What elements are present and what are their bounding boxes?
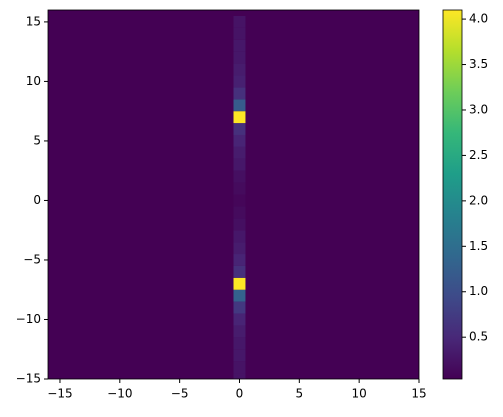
x-tick-label: −10 xyxy=(107,387,132,401)
x-tick-label: −15 xyxy=(47,387,72,401)
heat-cell xyxy=(233,325,246,338)
colorbar xyxy=(442,9,463,380)
heat-cell xyxy=(233,337,246,350)
heat-cell xyxy=(233,230,246,243)
heat-cell xyxy=(233,289,246,302)
heat-cell xyxy=(233,265,246,278)
heat-cell xyxy=(233,206,246,219)
colorbar-tick-label: 4.0 xyxy=(469,12,488,26)
heat-cell xyxy=(233,158,246,171)
heat-cell xyxy=(233,27,246,40)
heat-cell xyxy=(233,349,246,362)
plot-frame xyxy=(47,9,420,380)
heat-cell xyxy=(233,123,246,135)
colorbar-tick-label: 3.0 xyxy=(469,102,488,116)
y-tick-label: −15 xyxy=(16,372,41,386)
heat-cell xyxy=(233,87,246,100)
colorbar-tick-label: 1.5 xyxy=(469,239,488,253)
heat-cell xyxy=(233,277,246,290)
heat-cell xyxy=(233,99,246,112)
colorbar-tick-label: 2.0 xyxy=(469,193,488,207)
heat-cell xyxy=(233,51,246,64)
x-tick-label: 15 xyxy=(411,387,426,401)
heat-cell xyxy=(233,170,246,183)
y-tick-label: 10 xyxy=(26,74,41,88)
heat-cell xyxy=(233,182,246,195)
y-tick-label: 15 xyxy=(26,14,41,28)
colorbar-tick-label: 1.0 xyxy=(469,284,488,298)
colorbar-tick-label: 2.5 xyxy=(469,148,488,162)
heat-cell xyxy=(233,75,246,88)
heat-cell xyxy=(233,134,246,147)
heat-cell xyxy=(233,63,246,76)
colorbar-tick-label: 3.5 xyxy=(469,57,488,71)
y-tick-label: 0 xyxy=(33,193,41,207)
x-tick-label: 5 xyxy=(296,387,304,401)
heat-cell xyxy=(233,361,246,374)
colorbar-tick-label: 0.5 xyxy=(469,330,488,344)
x-tick-label: 10 xyxy=(352,387,367,401)
plot-area xyxy=(48,10,419,379)
heat-cell xyxy=(233,111,246,124)
y-tick-label: −5 xyxy=(23,252,41,266)
heat-cell xyxy=(233,313,246,326)
heat-cell xyxy=(233,301,246,314)
heat-cell xyxy=(233,146,246,159)
y-tick-label: 5 xyxy=(33,133,41,147)
x-tick-label: 0 xyxy=(236,387,244,401)
heat-cell xyxy=(233,242,246,255)
heat-cell xyxy=(233,15,246,28)
heat-cell xyxy=(233,373,246,379)
heat-cell xyxy=(233,39,246,52)
heat-cell xyxy=(233,254,246,266)
heat-cell xyxy=(233,194,246,207)
heat-cell xyxy=(233,218,246,231)
x-tick-label: −5 xyxy=(171,387,189,401)
y-tick-label: −10 xyxy=(16,312,41,326)
